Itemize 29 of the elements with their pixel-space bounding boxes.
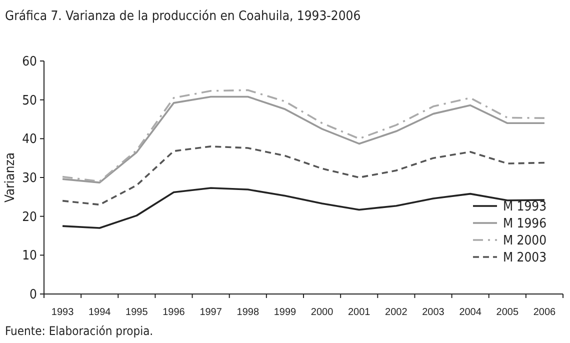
x-tick-label: 1995 [126, 307, 148, 318]
legend-label: M 1996 [503, 216, 547, 232]
x-tick-label: 2001 [348, 307, 371, 318]
x-tick-label: 2006 [533, 307, 556, 318]
y-tick-label: 40 [22, 132, 37, 148]
legend-label: M 1993 [503, 200, 547, 215]
chart-title: Gráfica 7. Varianza de la producción en Coahuila, 1993-2006 [5, 9, 361, 24]
line-series [62, 187, 546, 229]
x-tick-label: 2003 [422, 307, 445, 318]
y-tick-label: 60 [22, 54, 37, 70]
y-tick-label: 30 [22, 171, 37, 186]
x-tick-label: 2000 [310, 307, 334, 318]
x-tick-label: 1999 [274, 307, 297, 318]
x-tick-label: 1996 [162, 307, 186, 318]
y-tick-label: 50 [22, 93, 37, 108]
y-tick-label: 20 [22, 210, 37, 225]
x-tick-label: 2004 [459, 307, 482, 318]
x-tick-label: 2005 [496, 307, 519, 318]
y-axis-title: Varianza [3, 152, 18, 203]
x-tick-label: 1998 [236, 307, 260, 318]
x-tick-label: 1997 [200, 307, 222, 318]
legend-label: M 2000 [503, 234, 547, 249]
y-tick-label: 0 [30, 288, 37, 303]
legend-label: M 2003 [503, 250, 547, 266]
x-tick-label: 1994 [88, 307, 112, 318]
x-tick-label: 1993 [51, 307, 74, 318]
y-tick-label: 10 [22, 248, 37, 264]
x-tick-label: 2002 [385, 307, 408, 318]
source-note: Fuente: Elaboración propia. [5, 324, 154, 338]
